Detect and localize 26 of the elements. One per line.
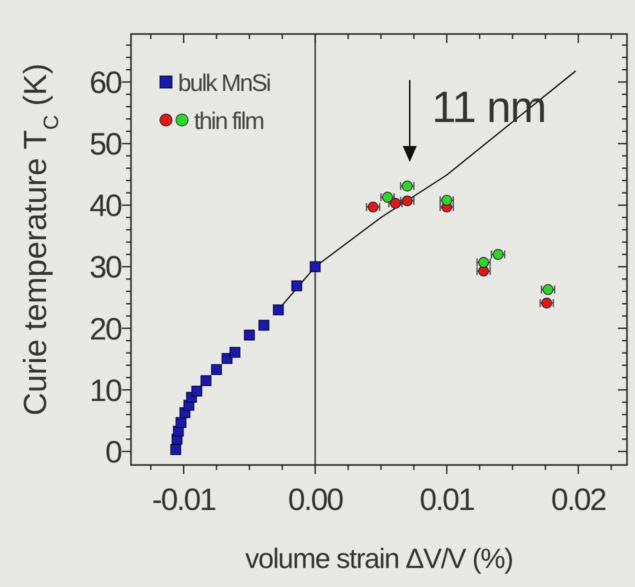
x-tick-label: 0.01 — [420, 482, 474, 517]
point — [170, 444, 182, 456]
y-tick-label: 40 — [90, 188, 122, 224]
point — [310, 261, 321, 272]
x-axis-title: volume strain ΔV/V (%) — [245, 543, 513, 574]
point — [258, 320, 270, 331]
point — [244, 330, 255, 340]
y-tick-label: 20 — [90, 311, 122, 346]
point — [230, 346, 240, 358]
point — [291, 280, 302, 292]
x-tick-label: -0.01 — [152, 482, 216, 517]
legend-label: bulk MnSi — [178, 70, 270, 97]
y-tick-label: 50 — [90, 126, 122, 162]
x-tick-label: 0.00 — [288, 482, 344, 517]
point — [191, 386, 202, 397]
x-tick-label: 0.02 — [551, 482, 606, 517]
point — [200, 375, 212, 386]
y-tick-label: 60 — [90, 65, 122, 100]
point — [222, 353, 232, 364]
y-tick-label: 30 — [90, 250, 122, 285]
point — [211, 364, 222, 375]
point — [272, 304, 284, 316]
point — [176, 417, 186, 428]
y-tick-label: 10 — [90, 372, 122, 408]
legend-label: thin film — [194, 108, 264, 135]
y-tick-label: 0 — [105, 434, 122, 470]
